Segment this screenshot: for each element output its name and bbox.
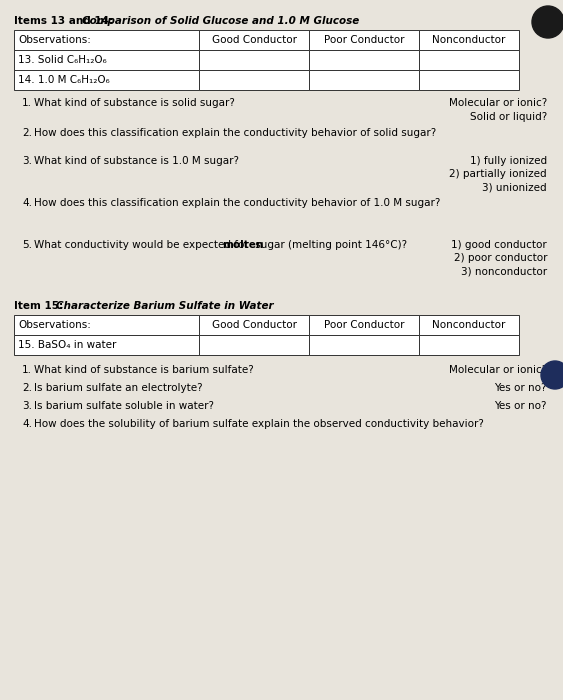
Text: 5.: 5. xyxy=(22,240,32,250)
Text: Poor Conductor: Poor Conductor xyxy=(324,35,404,45)
Text: What kind of substance is 1.0 M sugar?: What kind of substance is 1.0 M sugar? xyxy=(34,156,239,166)
Text: Yes or no?: Yes or no? xyxy=(494,401,547,411)
Text: What kind of substance is solid sugar?: What kind of substance is solid sugar? xyxy=(34,98,235,108)
Bar xyxy=(309,70,419,90)
Text: 15. BaSO₄ in water: 15. BaSO₄ in water xyxy=(18,340,117,350)
Text: molten: molten xyxy=(222,240,263,250)
Text: 1.: 1. xyxy=(22,98,32,108)
Circle shape xyxy=(532,6,563,38)
Text: Poor Conductor: Poor Conductor xyxy=(324,320,404,330)
Bar xyxy=(14,70,199,90)
Text: 3.: 3. xyxy=(22,401,32,411)
Bar xyxy=(14,335,199,355)
Text: 1.: 1. xyxy=(22,365,32,375)
Text: Is barium sulfate an electrolyte?: Is barium sulfate an electrolyte? xyxy=(34,383,203,393)
Bar xyxy=(419,30,519,50)
Bar xyxy=(419,50,519,70)
Bar xyxy=(309,315,419,335)
Bar xyxy=(199,70,309,90)
Text: Observations:: Observations: xyxy=(18,35,91,45)
Bar xyxy=(14,315,199,335)
Text: 2) partially ionized: 2) partially ionized xyxy=(449,169,547,179)
Text: 4.: 4. xyxy=(22,419,32,429)
Text: How does the solubility of barium sulfate explain the observed conductivity beha: How does the solubility of barium sulfat… xyxy=(34,419,484,429)
Bar xyxy=(309,335,419,355)
Text: 2.: 2. xyxy=(22,128,32,138)
Text: Solid or liquid?: Solid or liquid? xyxy=(470,112,547,122)
Bar xyxy=(309,30,419,50)
Text: 3) nonconductor: 3) nonconductor xyxy=(461,266,547,276)
Text: Comparison of Solid Glucose and 1.0 M Glucose: Comparison of Solid Glucose and 1.0 M Gl… xyxy=(82,16,359,26)
Text: sugar (melting point 146°C)?: sugar (melting point 146°C)? xyxy=(252,240,407,250)
Text: 2.: 2. xyxy=(22,383,32,393)
Text: Is barium sulfate soluble in water?: Is barium sulfate soluble in water? xyxy=(34,401,214,411)
Text: 3.: 3. xyxy=(22,156,32,166)
Bar xyxy=(419,315,519,335)
Text: Items 13 and 14:: Items 13 and 14: xyxy=(14,16,117,26)
Text: How does this classification explain the conductivity behavior of solid sugar?: How does this classification explain the… xyxy=(34,128,436,138)
Text: Nonconductor: Nonconductor xyxy=(432,320,506,330)
Text: Molecular or ionic?: Molecular or ionic? xyxy=(449,98,547,108)
Text: Molecular or ionic?: Molecular or ionic? xyxy=(449,365,547,375)
Text: How does this classification explain the conductivity behavior of 1.0 M sugar?: How does this classification explain the… xyxy=(34,198,440,208)
Text: Item 15:: Item 15: xyxy=(14,301,67,311)
Text: 4.: 4. xyxy=(22,198,32,208)
Bar xyxy=(199,315,309,335)
Text: 2) poor conductor: 2) poor conductor xyxy=(454,253,547,263)
Text: 3) unionized: 3) unionized xyxy=(482,182,547,192)
Text: What conductivity would be expected for: What conductivity would be expected for xyxy=(34,240,252,250)
Text: Nonconductor: Nonconductor xyxy=(432,35,506,45)
Text: Yes or no?: Yes or no? xyxy=(494,383,547,393)
Text: Good Conductor: Good Conductor xyxy=(212,35,297,45)
Text: 1) good conductor: 1) good conductor xyxy=(452,240,547,250)
Text: Characterize Barium Sulfate in Water: Characterize Barium Sulfate in Water xyxy=(56,301,274,311)
Bar xyxy=(199,30,309,50)
Text: 1) fully ionized: 1) fully ionized xyxy=(470,156,547,166)
Bar xyxy=(199,50,309,70)
Bar xyxy=(419,70,519,90)
Text: Observations:: Observations: xyxy=(18,320,91,330)
Text: 14. 1.0 M C₆H₁₂O₆: 14. 1.0 M C₆H₁₂O₆ xyxy=(18,75,110,85)
Bar xyxy=(14,50,199,70)
Bar xyxy=(309,50,419,70)
Text: 13. Solid C₆H₁₂O₆: 13. Solid C₆H₁₂O₆ xyxy=(18,55,107,65)
Text: What kind of substance is barium sulfate?: What kind of substance is barium sulfate… xyxy=(34,365,254,375)
Bar xyxy=(199,335,309,355)
Circle shape xyxy=(541,361,563,389)
Bar xyxy=(14,30,199,50)
Text: Good Conductor: Good Conductor xyxy=(212,320,297,330)
Bar xyxy=(419,335,519,355)
